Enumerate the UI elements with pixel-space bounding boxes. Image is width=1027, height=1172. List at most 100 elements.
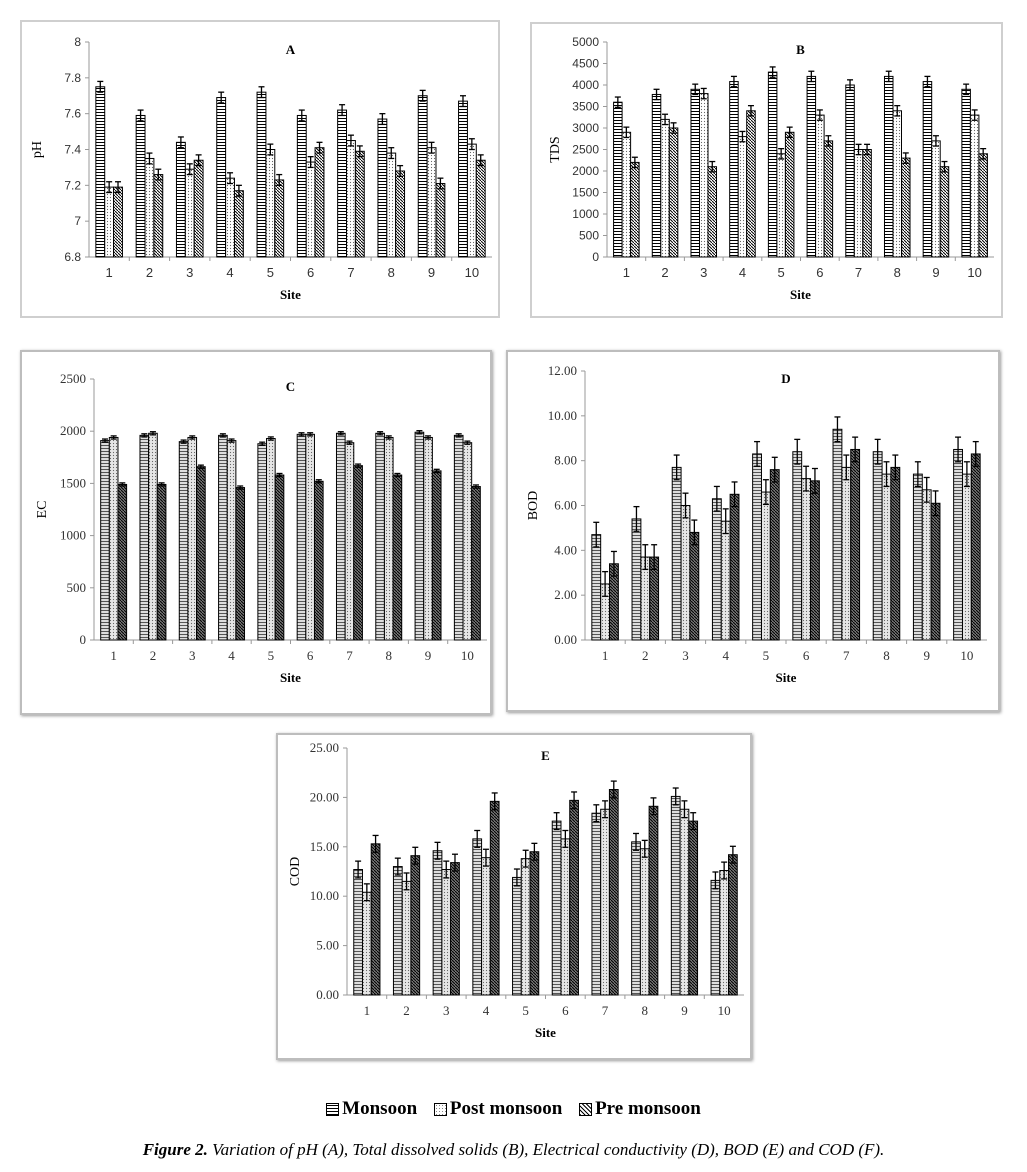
x-tick-label: 1 (364, 1003, 371, 1018)
x-axis-label: Site (535, 1025, 556, 1040)
bar-monsoon-site-5 (257, 443, 268, 641)
error-bar (932, 490, 939, 517)
bar-monsoon-site-5 (256, 91, 267, 258)
bar-pre-monsoon-site-3 (450, 862, 460, 996)
y-tick-label: 500 (579, 229, 599, 243)
bar-monsoon-site-7 (337, 109, 348, 258)
x-tick-label: 4 (739, 265, 746, 280)
bar-post-monsoon-site-3 (441, 869, 452, 996)
y-tick-label: 4000 (572, 78, 599, 92)
y-tick-label: 0.00 (554, 632, 577, 647)
error-bar (811, 467, 818, 494)
bar-pre-monsoon-site-10 (475, 159, 486, 258)
legend-item-monsoon: Monsoon (326, 1098, 417, 1120)
bar-monsoon-site-6 (806, 75, 817, 258)
chart-a-ph: 6.8 7 7.2 7.4 7.6 7.8 8 1 2 3 4 5 6 7 8 9 10 A Site pH (20, 20, 500, 318)
monsoon-swatch (326, 1103, 340, 1117)
bar-post-monsoon-site-9 (931, 140, 941, 258)
error-bar (892, 454, 899, 481)
bar-pre-monsoon-site-10 (970, 453, 981, 641)
bar-monsoon-site-2 (651, 93, 662, 258)
error-bar (924, 75, 931, 88)
error-bar (709, 160, 716, 173)
error-bar (651, 544, 658, 571)
x-tick-label: 10 (461, 648, 474, 663)
error-bar (610, 780, 617, 799)
error-bar (180, 439, 187, 444)
x-tick-label: 7 (855, 265, 862, 280)
error-bar (852, 436, 859, 463)
bar-monsoon-site-2 (631, 518, 642, 641)
error-bar (403, 872, 410, 891)
bar-pre-monsoon-site-5 (769, 469, 780, 641)
error-bar (347, 134, 354, 147)
error-bar (397, 164, 404, 178)
error-bar (258, 86, 265, 99)
bar-post-monsoon-site-6 (560, 838, 571, 996)
error-bar (902, 152, 909, 164)
bar-monsoon-site-6 (792, 451, 803, 641)
x-tick-label: 3 (682, 648, 689, 663)
bar-pre-monsoon-site-9 (939, 166, 950, 258)
error-bar (692, 83, 699, 96)
chart-title: E (541, 748, 550, 763)
bar-monsoon-site-2 (139, 434, 150, 641)
error-bar (464, 440, 471, 445)
error-bar (339, 104, 346, 117)
bar-post-monsoon-site-7 (346, 140, 356, 258)
error-bar (158, 482, 165, 487)
bar-monsoon-site-6 (551, 820, 562, 996)
y-tick-label: 6.8 (64, 250, 81, 264)
y-tick-label: 500 (67, 580, 87, 595)
bar-post-monsoon-site-8 (383, 436, 394, 641)
bar-monsoon-site-8 (375, 432, 385, 641)
error-bar (419, 89, 426, 102)
error-bar (673, 454, 680, 481)
bar-post-monsoon-site-5 (266, 438, 276, 641)
error-bar (972, 440, 979, 467)
bar-post-monsoon-site-10 (466, 143, 477, 258)
bar-post-monsoon-site-8 (881, 473, 892, 641)
bar-pre-monsoon-site-7 (608, 788, 619, 996)
bar-post-monsoon-site-5 (520, 858, 531, 996)
figure-caption: Figure 2. Variation of pH (A), Total dis… (0, 1140, 1027, 1160)
error-bar (623, 126, 630, 139)
x-tick-label: 9 (681, 1003, 688, 1018)
error-bar (372, 834, 379, 853)
bar-post-monsoon-site-8 (386, 152, 397, 258)
error-bar (653, 88, 660, 101)
x-tick-label: 10 (967, 265, 981, 280)
x-tick-label: 1 (106, 265, 113, 280)
bar-pre-monsoon-site-10 (978, 153, 988, 258)
bar-pre-monsoon-site-8 (901, 157, 911, 258)
error-bar (388, 147, 395, 160)
bar-post-monsoon-site-1 (361, 891, 372, 996)
error-bar (825, 135, 832, 147)
y-tick-label: 4.00 (554, 542, 577, 557)
y-tick-label: 7.8 (64, 71, 81, 85)
bar-post-monsoon-site-7 (853, 149, 864, 258)
error-bar (276, 472, 283, 478)
chart-svg: 0.00 2.00 4.00 6.00 8.00 10.00 12.00 1 2 3 4 5 6 7 8 9 1… (526, 363, 987, 685)
error-bar (472, 484, 479, 489)
error-bar (963, 461, 970, 488)
y-tick-label: 7 (74, 214, 81, 228)
error-bar (455, 433, 462, 438)
y-tick-label: 1000 (572, 207, 599, 221)
x-tick-label: 1 (602, 648, 609, 663)
error-bar (747, 104, 754, 117)
x-axis-label: Site (790, 287, 811, 302)
bar-post-monsoon-site-6 (305, 161, 316, 258)
y-tick-label: 8.00 (554, 453, 577, 468)
chart-svg: 0 500 1000 1500 2000 2500 3000 3500 4000 4500 5000… (548, 35, 994, 302)
x-tick-label: 7 (602, 1003, 609, 1018)
bar-monsoon-site-2 (392, 866, 403, 996)
bar-monsoon-site-3 (175, 141, 186, 258)
chart-e-cod: 0.00 5.00 10.00 15.00 20.00 25.00 1 2 3 4 5 6 7 8 9 10 E… (276, 733, 752, 1060)
error-bar (874, 438, 881, 465)
bar-post-monsoon-site-3 (680, 505, 691, 641)
error-bar (729, 845, 736, 864)
x-tick-label: 1 (623, 265, 630, 280)
bar-pre-monsoon-site-10 (471, 486, 481, 641)
x-tick-label: 2 (150, 648, 157, 663)
